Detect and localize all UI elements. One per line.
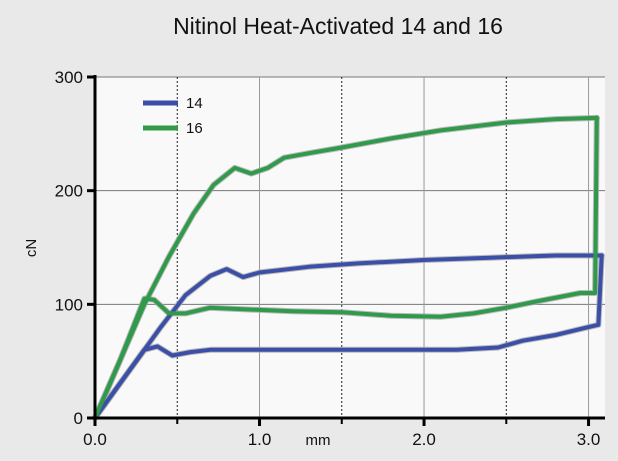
tick-labels: 0 100 200 300 0.0 1.0 2.0 3.0 (55, 68, 601, 449)
series-14-loading-line (93, 253, 604, 420)
series-14-unloading-line (93, 253, 604, 420)
y-tick-label: 0 (74, 409, 83, 428)
y-tick-label: 200 (55, 182, 83, 201)
x-tick-label: 2.0 (412, 430, 436, 449)
series-layer (92, 114, 605, 421)
series-16-loading-line (93, 115, 599, 420)
y-axis-label: cN (23, 239, 40, 257)
plot-area (95, 77, 605, 418)
x-axis-label: mm (306, 432, 331, 449)
y-tick-label: 300 (55, 68, 83, 87)
legend-label-14: 14 (186, 95, 203, 112)
series-16-unloading-line (93, 115, 599, 420)
x-tick-label: 1.0 (248, 430, 272, 449)
chart-title: Nitinol Heat-Activated 14 and 16 (173, 13, 503, 39)
legend-label-16: 16 (186, 120, 203, 137)
x-tick-label: 0.0 (83, 430, 107, 449)
axes (87, 75, 605, 426)
y-tick-label: 100 (55, 295, 83, 314)
x-tick-label: 3.0 (577, 430, 601, 449)
